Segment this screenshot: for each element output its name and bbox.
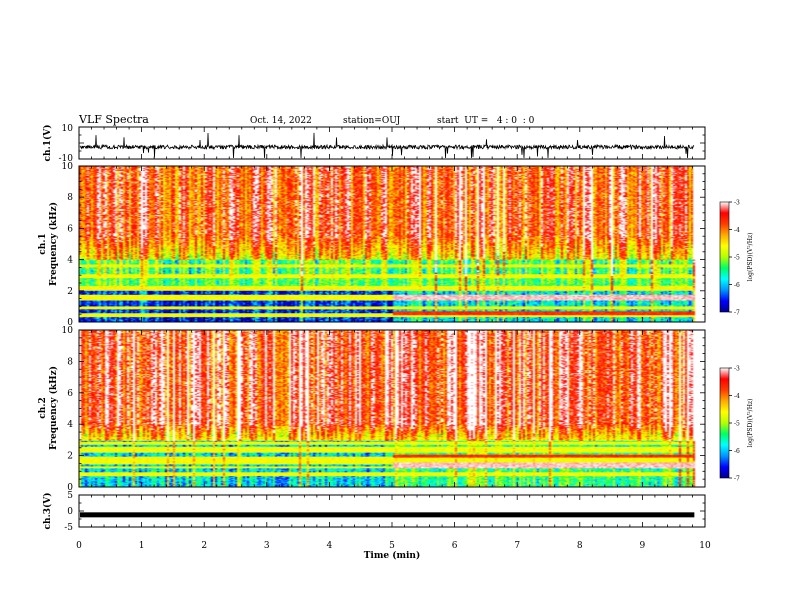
ch1-ytick-bottom: -10 bbox=[59, 154, 74, 164]
ch2-spectrogram-panel: 0 2 4 6 8 10 ch.2 Frequency (kHz) bbox=[38, 326, 706, 493]
colorbar-tick-label: -6 bbox=[734, 448, 740, 455]
colorbar-tick-label: -5 bbox=[734, 421, 740, 428]
ch1-spectrogram-ticks bbox=[78, 165, 706, 323]
time-axis-tick-labels: 0 1 2 3 4 5 6 7 8 9 10 bbox=[76, 541, 711, 551]
time-tick-label: 1 bbox=[139, 541, 145, 551]
start-time-label: start UT = 4 : 0 : 0 bbox=[437, 116, 535, 126]
ch1-spectrogram-panel: 0 2 4 6 8 10 ch.1 Frequency (kHz) bbox=[38, 162, 706, 328]
time-tick-label: 6 bbox=[452, 541, 458, 551]
time-tick-label: 0 bbox=[76, 541, 82, 551]
station-label: station=OUJ bbox=[343, 116, 401, 126]
ch1-spectrogram-image bbox=[79, 166, 705, 322]
ch2-spectrogram-ylabel: ch.2 bbox=[38, 397, 48, 418]
ch1-spectrogram-ylabel-freq: Frequency (kHz) bbox=[48, 202, 59, 286]
ch1-waveform-trace bbox=[79, 132, 695, 159]
time-tick-label: 4 bbox=[327, 541, 333, 551]
time-tick-label: 2 bbox=[201, 541, 207, 551]
ch2-colorbar: -3 -4 -5 -6 -7 log(PSD)(V²/Hz) bbox=[719, 366, 754, 483]
colorbar-tick-label: -3 bbox=[734, 366, 740, 373]
freq-tick-label: 8 bbox=[67, 357, 73, 367]
freq-tick-label: 6 bbox=[67, 389, 73, 399]
freq-tick-label: 2 bbox=[67, 452, 73, 462]
ch1-colorbar-gradient bbox=[719, 201, 730, 313]
date-label: Oct. 14, 2022 bbox=[250, 116, 312, 126]
freq-tick-label: 10 bbox=[62, 326, 74, 336]
ch3-ytick-mid: 0 bbox=[67, 507, 73, 517]
time-axis-label: Time (min) bbox=[364, 550, 421, 561]
ch1-waveform-ylabel: ch.1(V) bbox=[42, 125, 53, 162]
freq-tick-label: 4 bbox=[67, 420, 73, 430]
time-tick-label: 5 bbox=[389, 541, 395, 551]
colorbar-tick-label: -7 bbox=[734, 310, 740, 317]
time-tick-label: 9 bbox=[640, 541, 646, 551]
time-tick-label: 10 bbox=[699, 541, 711, 551]
ch1-spectrogram-ylabel: ch.1 bbox=[38, 233, 48, 254]
ch2-spectrogram-ylabel-freq: Frequency (kHz) bbox=[48, 366, 59, 450]
freq-tick-label: 2 bbox=[67, 287, 73, 297]
ch3-ytick-top: 5 bbox=[67, 491, 73, 501]
ch2-spectrogram-ticks bbox=[78, 329, 706, 488]
freq-tick-label: 0 bbox=[67, 318, 73, 328]
ch3-waveform-ticks bbox=[78, 494, 706, 528]
ch2-colorbar-label: log(PSD)(V²/Hz) bbox=[747, 399, 754, 448]
ch3-waveform-ylabel: ch.3(V) bbox=[42, 493, 53, 530]
freq-tick-label: 4 bbox=[67, 256, 73, 266]
ch3-waveform-panel: 5 0 -5 ch.3(V) 0 1 2 3 4 5 6 7 8 9 10 Time (min) bbox=[42, 491, 711, 561]
figure-title: VLF Spectra bbox=[78, 113, 149, 126]
ch1-spectrogram-ytick-labels: 0 2 4 6 8 10 bbox=[62, 162, 74, 328]
ch1-colorbar: -3 -4 -5 -6 -7 log(PSD)(V²/Hz) bbox=[719, 200, 754, 317]
freq-tick-label: 8 bbox=[67, 193, 73, 203]
freq-tick-label: 10 bbox=[62, 162, 74, 172]
colorbar-tick-label: -7 bbox=[734, 476, 740, 483]
ch1-ytick-top: 10 bbox=[62, 124, 74, 134]
ch2-colorbar-gradient bbox=[719, 367, 730, 479]
ch3-waveform-trace bbox=[80, 512, 695, 518]
ch2-spectrogram-image bbox=[79, 330, 705, 487]
time-tick-label: 8 bbox=[577, 541, 583, 551]
colorbar-tick-label: -5 bbox=[734, 255, 740, 262]
ch1-colorbar-ticks: -3 -4 -5 -6 -7 bbox=[729, 200, 740, 317]
ch1-colorbar-label: log(PSD)(V²/Hz) bbox=[747, 233, 754, 282]
ch2-spectrogram-ytick-labels: 0 2 4 6 8 10 bbox=[62, 326, 74, 493]
colorbar-tick-label: -4 bbox=[734, 393, 740, 400]
freq-tick-label: 6 bbox=[67, 224, 73, 234]
colorbar-tick-label: -3 bbox=[734, 200, 740, 207]
colorbar-tick-label: -4 bbox=[734, 227, 740, 234]
freq-tick-label: 0 bbox=[67, 483, 73, 493]
ch1-waveform-panel: 10 -10 ch.1(V) bbox=[42, 124, 706, 164]
ch3-ytick-bottom: -5 bbox=[64, 523, 73, 533]
colorbar-tick-label: -6 bbox=[734, 282, 740, 289]
ch1-waveform-ticks bbox=[78, 126, 706, 160]
ch2-colorbar-ticks: -3 -4 -5 -6 -7 bbox=[729, 366, 740, 483]
time-tick-label: 3 bbox=[264, 541, 270, 551]
time-tick-label: 7 bbox=[514, 541, 520, 551]
